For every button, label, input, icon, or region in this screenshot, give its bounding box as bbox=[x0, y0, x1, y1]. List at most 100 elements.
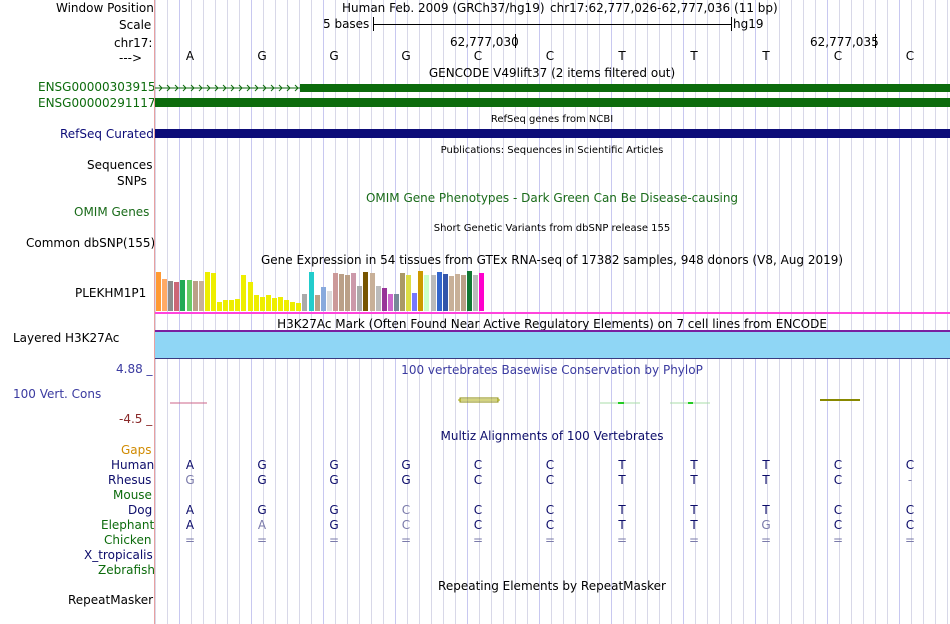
track-label-ensg00000303915[interactable]: ENSG00000303915 bbox=[38, 80, 156, 94]
base-human: C bbox=[473, 458, 483, 472]
track-label-sequences[interactable]: Sequences bbox=[87, 158, 153, 172]
gtex-tissue-bar[interactable] bbox=[430, 275, 436, 311]
gtex-tissue-bar[interactable] bbox=[302, 294, 308, 311]
gtex-tissue-bar[interactable] bbox=[308, 272, 314, 311]
base-dog: G bbox=[329, 503, 339, 517]
gtex-tissue-bar[interactable] bbox=[174, 282, 180, 311]
gtex-tissue-bar[interactable] bbox=[247, 282, 253, 311]
gtex-tissue-bar[interactable] bbox=[375, 286, 381, 311]
track-label-zebrafish[interactable]: Zebrafish bbox=[98, 563, 155, 577]
gtex-tissue-bar[interactable] bbox=[253, 295, 259, 311]
gtex-tissue-bar[interactable] bbox=[241, 275, 247, 311]
gtex-tissue-bar[interactable] bbox=[400, 273, 405, 311]
gtex-tissue-bar[interactable] bbox=[454, 274, 460, 311]
gtex-tissue-bar[interactable] bbox=[314, 295, 320, 311]
gtex-tissue-bar[interactable] bbox=[363, 272, 369, 311]
refseq-gene-bar[interactable] bbox=[155, 129, 950, 138]
base-chicken: = bbox=[472, 533, 484, 547]
gtex-tissue-bar[interactable] bbox=[418, 271, 424, 311]
gtex-tissue-bar[interactable] bbox=[351, 273, 357, 311]
gtex-tissue-bar[interactable] bbox=[259, 297, 265, 311]
gtex-tissue-bar[interactable] bbox=[217, 302, 222, 311]
base-ref: T bbox=[762, 49, 770, 63]
gtex-tissue-bar[interactable] bbox=[461, 275, 466, 311]
gtex-tissue-bar[interactable] bbox=[345, 275, 351, 311]
gtex-tissue-bar[interactable] bbox=[381, 288, 387, 311]
gtex-tissue-bar[interactable] bbox=[168, 281, 174, 311]
gtex-tissue-bar[interactable] bbox=[229, 300, 235, 311]
intron-arrow bbox=[214, 84, 219, 92]
gtex-tissue-bar[interactable] bbox=[406, 275, 412, 311]
gtex-tissue-bar[interactable] bbox=[339, 274, 344, 311]
track-label-ensg00000291117[interactable]: ENSG00000291117 bbox=[38, 96, 156, 110]
gtex-tissue-bar[interactable] bbox=[284, 300, 290, 311]
track-label-gaps[interactable]: Gaps bbox=[121, 443, 152, 457]
track-label-omim-genes[interactable]: OMIM Genes bbox=[74, 205, 150, 219]
base-elephant: G bbox=[761, 518, 771, 532]
base-rhesus: G bbox=[257, 473, 267, 487]
gene-ensg00000291117[interactable] bbox=[155, 98, 950, 107]
track-label-refseq-curated[interactable]: RefSeq Curated bbox=[60, 127, 154, 141]
track-label-repeatmasker[interactable]: RepeatMasker bbox=[68, 593, 154, 607]
gtex-tissue-bar[interactable] bbox=[223, 300, 229, 311]
h3k27ac-signal[interactable] bbox=[155, 332, 950, 358]
gtex-tissue-bar[interactable] bbox=[235, 299, 241, 311]
gtex-tissue-bar[interactable] bbox=[296, 303, 302, 311]
track-label-rhesus[interactable]: Rhesus bbox=[108, 473, 152, 487]
gtex-tissue-bar[interactable] bbox=[393, 294, 399, 311]
base-dog: C bbox=[545, 503, 555, 517]
base-dog: T bbox=[762, 503, 770, 517]
gtex-tissue-bar[interactable] bbox=[448, 276, 454, 311]
gtex-tissue-bar[interactable] bbox=[156, 272, 161, 311]
publications-track-title: Publications: Sequences in Scientific Ar… bbox=[440, 145, 664, 156]
gtex-tissue-bar[interactable] bbox=[473, 275, 479, 311]
base-human: A bbox=[185, 458, 195, 472]
base-chicken: = bbox=[616, 533, 628, 547]
gtex-tissue-bar[interactable] bbox=[326, 291, 332, 311]
base-chicken: = bbox=[688, 533, 700, 547]
gtex-tissue-bar[interactable] bbox=[278, 297, 283, 311]
gtex-tissue-bar[interactable] bbox=[387, 294, 393, 311]
track-label-layered-h3k27ac[interactable]: Layered H3K27Ac bbox=[13, 331, 120, 345]
gtex-tissue-bar[interactable] bbox=[271, 298, 277, 311]
gtex-tissue-bar[interactable] bbox=[467, 271, 473, 311]
track-label-snps[interactable]: SNPs bbox=[117, 174, 147, 188]
gtex-tissue-bar[interactable] bbox=[424, 275, 430, 311]
gtex-tissue-bar[interactable] bbox=[369, 273, 375, 311]
track-label-mouse[interactable]: Mouse bbox=[113, 488, 152, 502]
gtex-tissue-bar[interactable] bbox=[162, 279, 168, 311]
coordinate-tick-2 bbox=[875, 34, 876, 48]
gtex-tissue-bar[interactable] bbox=[436, 272, 442, 311]
track-label-x-tropicalis[interactable]: X_tropicalis bbox=[84, 548, 153, 562]
track-label-100-vert-cons[interactable]: 100 Vert. Cons bbox=[13, 387, 102, 401]
gtex-tissue-bar[interactable] bbox=[180, 280, 186, 311]
track-label-gtex-plekhm1p1[interactable]: PLEKHM1P1 bbox=[75, 286, 147, 300]
gtex-tissue-bar[interactable] bbox=[204, 272, 210, 311]
gtex-tissue-bars[interactable] bbox=[156, 270, 536, 311]
gtex-tissue-bar[interactable] bbox=[442, 274, 448, 311]
gtex-tissue-bar[interactable] bbox=[198, 281, 204, 311]
gtex-tissue-bar[interactable] bbox=[290, 302, 296, 311]
gtex-tissue-bar[interactable] bbox=[265, 295, 271, 311]
base-dog: C bbox=[473, 503, 483, 517]
gtex-tissue-bar[interactable] bbox=[192, 281, 198, 311]
gtex-tissue-bar[interactable] bbox=[412, 293, 418, 311]
track-label-human[interactable]: Human bbox=[111, 458, 155, 472]
browser-track-area[interactable]: Human Feb. 2009 (GRCh37/hg19) chr17:62,7… bbox=[155, 0, 950, 624]
base-elephant: C bbox=[401, 518, 411, 532]
coordinate-tick-1 bbox=[515, 34, 516, 48]
gtex-tissue-bar[interactable] bbox=[332, 273, 338, 311]
track-label-chicken[interactable]: Chicken bbox=[104, 533, 152, 547]
base-ref: T bbox=[618, 49, 626, 63]
track-label-common-dbsnp[interactable]: Common dbSNP(155) bbox=[26, 236, 156, 250]
gtex-tissue-bar[interactable] bbox=[320, 287, 326, 311]
track-label-elephant[interactable]: Elephant bbox=[101, 518, 155, 532]
track-label-dog[interactable]: Dog bbox=[128, 503, 153, 517]
gtex-tissue-bar[interactable] bbox=[210, 273, 216, 311]
base-elephant: G bbox=[329, 518, 339, 532]
gtex-tissue-bar[interactable] bbox=[186, 280, 192, 311]
gtex-tissue-bar[interactable] bbox=[357, 286, 363, 311]
gene-ensg00000303915[interactable] bbox=[155, 83, 950, 93]
gtex-tissue-bar[interactable] bbox=[479, 273, 485, 311]
phylop-signal[interactable] bbox=[155, 395, 950, 409]
